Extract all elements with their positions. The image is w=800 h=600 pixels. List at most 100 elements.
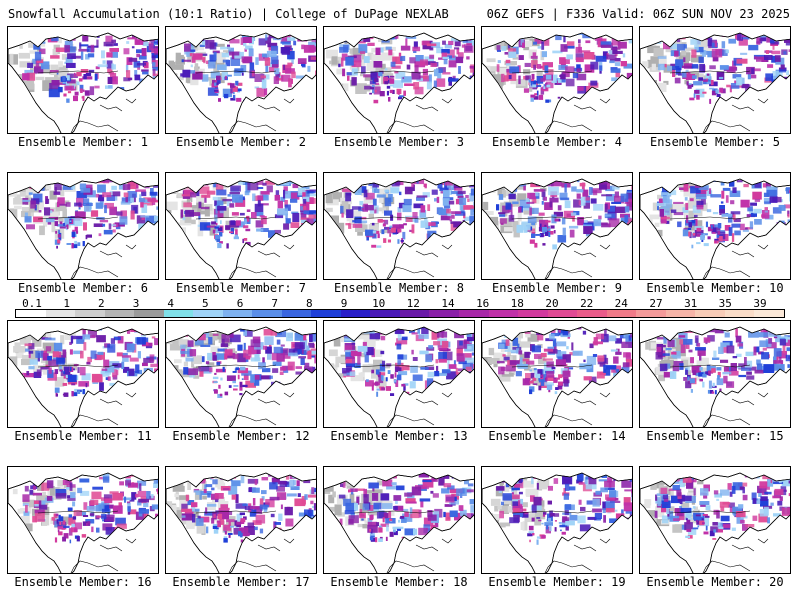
- ensemble-map-4: [481, 26, 633, 134]
- ensemble-map-1: [7, 26, 159, 134]
- colorbar-swatch: [695, 310, 725, 317]
- colorbar-swatch: [636, 310, 666, 317]
- snowfall-shading: [9, 327, 158, 397]
- ensemble-map-5: [639, 26, 791, 134]
- colorbar-swatch: [370, 310, 400, 317]
- colorbar-tick-label: 20: [545, 297, 559, 310]
- ensemble-member-label: Ensemble Member: 16: [14, 575, 152, 589]
- us-canada-border: [511, 364, 593, 368]
- snowfall-map: [324, 178, 474, 279]
- colorbar-swatch: [665, 310, 696, 317]
- colorbar-tick-label: 22: [580, 297, 594, 310]
- ensemble-member-label: Ensemble Member: 13: [330, 429, 468, 443]
- colorbar-swatch: [134, 310, 164, 317]
- colorbar-tick-label: 2: [97, 297, 105, 310]
- snowfall-shading: [482, 33, 632, 103]
- ensemble-member-label: Ensemble Member: 12: [172, 429, 310, 443]
- gulf-coastline: [702, 244, 769, 279]
- snowfall-shading: [168, 33, 316, 105]
- coastline: [640, 326, 790, 427]
- us-canada-border: [353, 216, 435, 220]
- colorbar-tick-label: 5: [201, 297, 209, 310]
- ensemble-map-14: [481, 320, 633, 428]
- ensemble-member-label: Ensemble Member: 3: [333, 135, 465, 149]
- us-canada-border: [37, 364, 119, 368]
- gulf-coastline: [702, 98, 769, 133]
- colorbar-tick-label: 7: [271, 297, 278, 310]
- snowfall-map: [166, 326, 316, 427]
- colorbar-swatch: [518, 310, 548, 317]
- ensemble-map-10: [639, 172, 791, 280]
- ensemble-member-label: Ensemble Member: 15: [646, 429, 784, 443]
- ensemble-member-label: Ensemble Member: 17: [172, 575, 310, 589]
- ensemble-member-label: Ensemble Member: 5: [649, 135, 781, 149]
- colorbar-tick-label: 24: [614, 297, 628, 310]
- us-canada-border: [511, 70, 593, 74]
- coastline: [482, 178, 632, 279]
- gulf-coastline: [386, 392, 453, 427]
- coastline: [8, 326, 158, 427]
- snowfall-map: [482, 32, 632, 133]
- ensemble-map-15: [639, 320, 791, 428]
- coastline: [640, 178, 790, 279]
- ensemble-member-label: Ensemble Member: 10: [646, 281, 784, 295]
- gulf-coastline: [228, 244, 295, 279]
- snowfall-map: [8, 178, 158, 279]
- colorbar-swatch: [340, 310, 371, 317]
- snowfall-map: [166, 472, 316, 573]
- gulf-coastline: [544, 538, 611, 573]
- ensemble-member-label: Ensemble Member: 20: [646, 575, 784, 589]
- gulf-coastline: [228, 538, 295, 573]
- snowfall-map: [166, 178, 316, 279]
- snowfall-shading: [324, 179, 474, 250]
- colorbar-swatch: [252, 310, 282, 317]
- colorbar-tick-label: 14: [441, 297, 455, 310]
- ensemble-map-8: [323, 172, 475, 280]
- colorbar-swatch: [399, 310, 430, 317]
- ensemble-member-label: Ensemble Member: 2: [175, 135, 307, 149]
- ensemble-map-13: [323, 320, 475, 428]
- colorbar-swatch: [193, 310, 223, 317]
- colorbar-swatch: [222, 310, 253, 317]
- colorbar-tick-label: 3: [132, 297, 140, 310]
- colorbar-swatch: [311, 310, 341, 317]
- snowfall-map: [324, 326, 474, 427]
- snowfall-map: [640, 178, 790, 279]
- gulf-coastline: [228, 98, 295, 133]
- gulf-coastline: [702, 392, 769, 427]
- coastline: [8, 178, 158, 279]
- ensemble-member-label: Ensemble Member: 14: [488, 429, 626, 443]
- ensemble-map-7: [165, 172, 317, 280]
- us-canada-border: [669, 510, 751, 514]
- coastline: [324, 178, 474, 279]
- us-canada-border: [195, 364, 277, 368]
- colorbar-swatch: [606, 310, 637, 317]
- gulf-coastline: [70, 98, 137, 133]
- coastline: [166, 32, 316, 133]
- us-canada-border: [669, 216, 751, 220]
- colorbar-swatch: [163, 310, 194, 317]
- us-canada-border: [37, 216, 119, 220]
- us-canada-border: [353, 70, 435, 74]
- figure-title: Snowfall Accumulation (10:1 Ratio) | Col…: [8, 7, 449, 21]
- us-canada-border: [353, 364, 435, 368]
- ensemble-map-16: [7, 466, 159, 574]
- ensemble-map-20: [639, 466, 791, 574]
- colorbar-tick-label: 8: [305, 297, 313, 310]
- ensemble-map-9: [481, 172, 633, 280]
- snowfall-map: [482, 472, 632, 573]
- colorbar-swatch: [488, 310, 519, 317]
- coastline: [8, 472, 158, 573]
- colorbar-swatch: [577, 310, 607, 317]
- gulf-coastline: [70, 392, 137, 427]
- gulf-coastline: [386, 98, 453, 133]
- coastline: [166, 326, 316, 427]
- ensemble-member-label: Ensemble Member: 4: [491, 135, 623, 149]
- gulf-coastline: [70, 244, 137, 279]
- ensemble-map-3: [323, 26, 475, 134]
- coastline: [324, 472, 474, 573]
- ensemble-member-label: Ensemble Member: 6: [17, 281, 149, 295]
- colorbar-swatch: [104, 310, 135, 317]
- ensemble-member-label: Ensemble Member: 11: [14, 429, 152, 443]
- coastline: [482, 32, 632, 133]
